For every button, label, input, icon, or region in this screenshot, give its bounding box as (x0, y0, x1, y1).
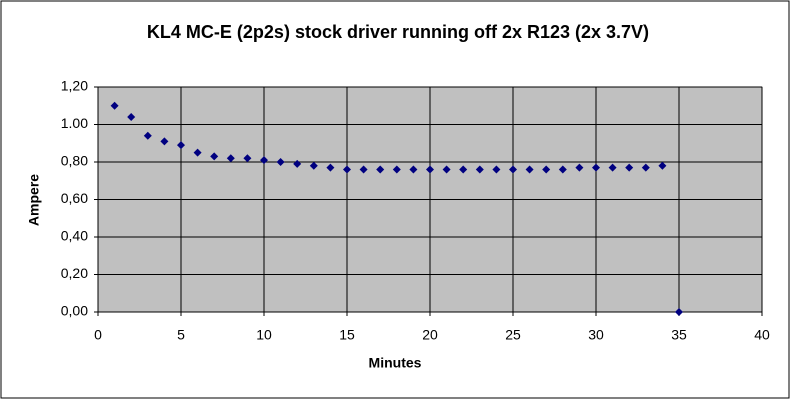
data-point (409, 165, 418, 174)
data-point (426, 165, 434, 174)
y-axis-label: Ampere (26, 174, 42, 226)
data-point (376, 165, 385, 174)
data-point (359, 165, 368, 174)
data-point (509, 165, 517, 174)
x-tick-label: 40 (754, 327, 770, 343)
x-tick-label: 15 (339, 327, 355, 343)
data-point (193, 148, 202, 157)
data-point (442, 165, 451, 174)
x-tick-label: 35 (671, 327, 687, 343)
data-point (160, 137, 169, 146)
data-point (343, 165, 351, 174)
x-axis-label: Minutes (369, 355, 422, 371)
data-point (143, 131, 152, 140)
data-point (177, 141, 185, 150)
x-tick-label: 25 (505, 327, 521, 343)
data-point (226, 154, 235, 163)
x-tick-label: 0 (94, 327, 102, 343)
x-tick-label: 20 (422, 327, 438, 343)
data-point (392, 165, 401, 174)
data-point (492, 165, 501, 174)
data-point (625, 163, 634, 172)
data-point (675, 308, 683, 316)
chart-title: KL4 MC-E (2p2s) stock driver running off… (147, 22, 649, 42)
x-tick-label: 10 (256, 327, 272, 343)
data-point (127, 113, 136, 121)
data-point (558, 165, 567, 174)
data-point (592, 163, 600, 172)
data-point (210, 152, 219, 161)
data-point (525, 165, 534, 174)
y-tick-label: 0,20 (61, 265, 88, 281)
data-point (459, 165, 468, 174)
y-tick-label: 1.00 (61, 115, 88, 131)
data-point (243, 154, 252, 163)
data-point (575, 163, 584, 172)
data-point (293, 159, 302, 168)
data-point (326, 163, 335, 172)
y-tick-label: 0,60 (61, 190, 88, 206)
data-point (608, 163, 617, 172)
data-point (641, 163, 650, 172)
data-point (276, 158, 285, 166)
y-tick-label: 0,00 (61, 303, 88, 319)
x-tick-label: 5 (177, 327, 185, 343)
data-point (260, 156, 268, 165)
y-tick-label: 0,40 (61, 228, 88, 244)
data-point (475, 165, 484, 174)
x-tick-label: 30 (588, 327, 604, 343)
data-point (658, 161, 667, 170)
data-point (542, 165, 551, 174)
data-point (110, 101, 119, 110)
data-point (309, 161, 318, 170)
y-tick-label: 1,20 (61, 78, 88, 94)
y-tick-label: 0,80 (61, 153, 88, 169)
